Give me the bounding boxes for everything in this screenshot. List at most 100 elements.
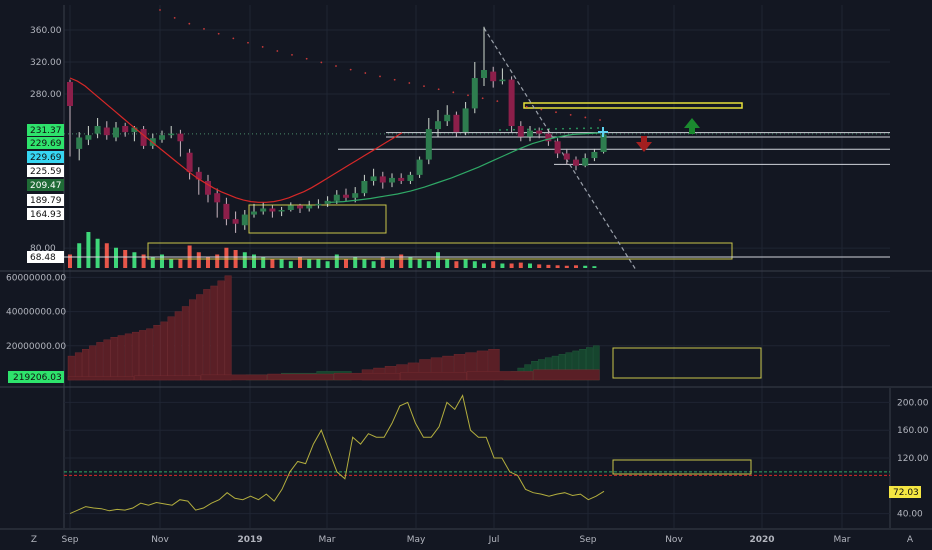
candle-body[interactable] — [444, 114, 451, 122]
candle-body[interactable] — [297, 205, 303, 209]
corner-right-label: A — [907, 535, 914, 545]
candle-body[interactable] — [67, 82, 73, 106]
candle-body[interactable] — [122, 126, 129, 133]
candle-body[interactable] — [508, 79, 515, 126]
candle-body[interactable] — [379, 176, 386, 183]
candle-body[interactable] — [76, 137, 83, 149]
indicator-bar — [153, 325, 161, 381]
oscillator-last-box — [889, 486, 921, 498]
candle-body[interactable] — [352, 193, 359, 198]
candle-body[interactable] — [306, 205, 313, 209]
candle-body[interactable] — [536, 130, 543, 134]
volume-bar — [408, 256, 413, 268]
price-tick-label: 320.00 — [30, 58, 62, 68]
candle-body[interactable] — [481, 70, 487, 78]
candle-body[interactable] — [453, 114, 460, 133]
dotted-curve-point — [364, 72, 367, 74]
candle-body[interactable] — [251, 211, 257, 215]
candle-body[interactable] — [490, 71, 497, 82]
candle-body[interactable] — [425, 129, 432, 160]
indicator-box[interactable] — [612, 347, 762, 379]
candle-body[interactable] — [499, 79, 506, 82]
candle-body[interactable] — [223, 203, 230, 220]
candle-body[interactable] — [195, 171, 202, 180]
candle-body[interactable] — [407, 174, 414, 181]
candle-body[interactable] — [361, 180, 368, 194]
indicator-last-box — [8, 371, 64, 383]
candle-body[interactable] — [517, 126, 524, 137]
candle-body[interactable] — [582, 158, 589, 166]
candle-body[interactable] — [85, 135, 92, 140]
candle-body[interactable] — [324, 200, 331, 204]
candle-body[interactable] — [177, 133, 184, 142]
dotted-curve-point — [437, 88, 440, 91]
candle-body[interactable] — [168, 133, 175, 136]
candle-body[interactable] — [140, 129, 147, 146]
volume-bar — [454, 261, 459, 268]
candle-body[interactable] — [435, 121, 441, 130]
candle-body[interactable] — [398, 177, 405, 181]
dotted-curve-point — [499, 129, 501, 131]
volume-bar — [261, 256, 266, 268]
candle-body[interactable] — [554, 141, 561, 154]
volume-bar — [463, 259, 468, 268]
candle-body[interactable] — [94, 126, 101, 134]
volume-bar — [224, 247, 229, 268]
price-tick-label: 80.00 — [30, 244, 56, 254]
volume-bar — [95, 238, 100, 268]
volume-bar — [114, 247, 118, 268]
candle-body[interactable] — [563, 153, 570, 160]
candle-body[interactable] — [260, 208, 267, 212]
candle-body[interactable] — [186, 152, 193, 172]
ma-green-line — [329, 132, 601, 203]
volume-bar — [399, 254, 404, 268]
dotted-curve-point — [562, 127, 564, 130]
volume-bar — [104, 243, 109, 268]
candle-body[interactable] — [131, 127, 138, 133]
candle-body[interactable] — [333, 194, 340, 201]
volume-bar — [206, 256, 210, 268]
arrow-down-icon[interactable] — [636, 136, 652, 152]
indicator-panel[interactable] — [67, 275, 762, 381]
candle-body[interactable] — [591, 151, 598, 159]
crosshair-icon[interactable] — [598, 127, 608, 137]
candle-body[interactable] — [527, 130, 533, 137]
indicator-bar — [167, 316, 175, 381]
candle-body[interactable] — [600, 134, 607, 152]
candle-body[interactable] — [287, 205, 294, 210]
candle-body[interactable] — [545, 133, 552, 142]
candle-body[interactable] — [159, 135, 165, 140]
oscillator-panel[interactable] — [64, 394, 890, 515]
candle-body[interactable] — [462, 108, 469, 133]
volume-bar — [279, 259, 284, 268]
arrow-up-icon[interactable] — [684, 118, 700, 134]
volume-bar — [362, 259, 367, 268]
price-panel[interactable] — [64, 9, 890, 271]
candle-body[interactable] — [389, 177, 395, 183]
dotted-curve-point — [527, 128, 529, 131]
candle-body[interactable] — [205, 180, 211, 195]
candle-body[interactable] — [471, 78, 478, 109]
dotted-curve-point — [276, 50, 279, 52]
price-label-box — [27, 179, 64, 191]
candle-body[interactable] — [103, 127, 110, 136]
candle-body[interactable] — [315, 203, 322, 206]
dotted-curve-point — [217, 32, 220, 35]
dotted-curve-point — [261, 46, 264, 48]
candle-body[interactable] — [214, 193, 221, 203]
candle-body[interactable] — [269, 208, 276, 212]
oscillator-tick-label: 120.00 — [897, 454, 929, 464]
volume-zone[interactable] — [147, 242, 733, 260]
x-tick-label: 2019 — [237, 535, 262, 545]
candle-body[interactable] — [113, 127, 119, 138]
candle-body[interactable] — [278, 209, 285, 212]
candle-body[interactable] — [573, 159, 579, 166]
candle-body[interactable] — [241, 214, 248, 226]
target-box[interactable] — [523, 102, 743, 109]
candle-body[interactable] — [232, 219, 239, 224]
candle-body[interactable] — [370, 176, 377, 181]
candle-body[interactable] — [416, 159, 423, 175]
oscillator-box[interactable] — [612, 459, 752, 475]
candle-body[interactable] — [343, 194, 349, 198]
